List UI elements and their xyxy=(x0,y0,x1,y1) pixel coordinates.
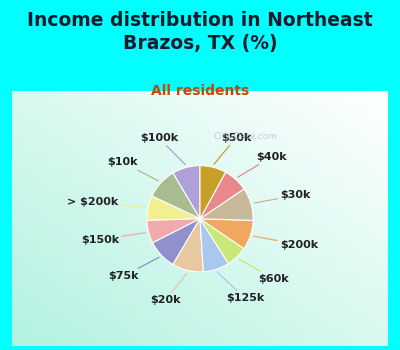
Wedge shape xyxy=(200,166,226,219)
Wedge shape xyxy=(200,219,244,264)
Wedge shape xyxy=(200,172,244,219)
Text: $30k: $30k xyxy=(254,190,311,203)
Wedge shape xyxy=(147,219,200,243)
Wedge shape xyxy=(200,219,253,248)
Wedge shape xyxy=(147,196,200,220)
Text: $40k: $40k xyxy=(238,152,287,177)
Text: All residents: All residents xyxy=(151,84,249,98)
Wedge shape xyxy=(173,166,200,219)
Wedge shape xyxy=(200,189,253,220)
Text: $200k: $200k xyxy=(254,236,318,250)
Text: > $200k: > $200k xyxy=(67,197,145,207)
Text: $150k: $150k xyxy=(81,233,146,245)
Text: Income distribution in Northeast
Brazos, TX (%): Income distribution in Northeast Brazos,… xyxy=(27,10,373,53)
Text: City-Data.com: City-Data.com xyxy=(214,133,278,141)
Text: $75k: $75k xyxy=(108,257,159,281)
Wedge shape xyxy=(173,219,203,272)
Text: $20k: $20k xyxy=(150,273,187,305)
Text: $125k: $125k xyxy=(217,272,264,303)
Text: $50k: $50k xyxy=(214,133,251,164)
Wedge shape xyxy=(152,173,200,219)
Text: $60k: $60k xyxy=(239,259,289,284)
Text: $100k: $100k xyxy=(140,133,185,164)
Text: $10k: $10k xyxy=(108,158,158,181)
Wedge shape xyxy=(153,219,200,265)
Wedge shape xyxy=(200,219,228,272)
